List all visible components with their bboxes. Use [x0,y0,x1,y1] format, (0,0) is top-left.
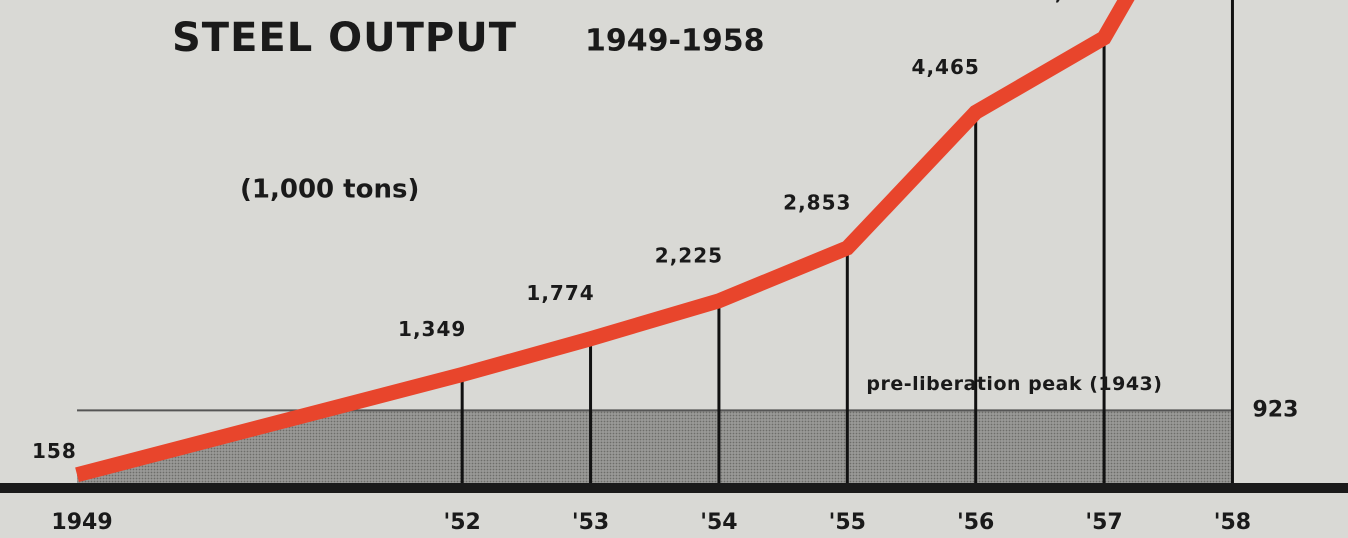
x-axis [0,483,1348,493]
value-label: 1,349 [398,317,466,341]
value-label: 2,225 [655,243,723,267]
x-tick-label: '56 [957,510,994,535]
unit-label: (1,000 tons) [240,175,419,205]
x-tick-label: '53 [572,510,609,535]
reference-value-label: 923 [1252,397,1298,422]
x-tick-label: '52 [443,510,480,535]
x-tick-label: '55 [829,510,866,535]
value-label: 5,350 [1040,0,1108,4]
chart-title: STEEL OUTPUT [172,15,517,61]
chart-subtitle: 1949-1958 [585,24,764,59]
value-label: 2,853 [783,190,851,214]
reference-area [77,410,1233,488]
series-line [75,0,1135,482]
value-label: 4,465 [912,55,980,79]
x-tick-label: '57 [1085,510,1122,535]
reference-label: pre-liberation peak (1943) [866,373,1162,395]
x-tick-label: 1949 [51,510,112,535]
value-label: 158 [32,439,77,463]
x-tick-label: '58 [1214,510,1251,535]
value-label: 1,774 [526,281,594,305]
x-tick-label: '54 [700,510,737,535]
